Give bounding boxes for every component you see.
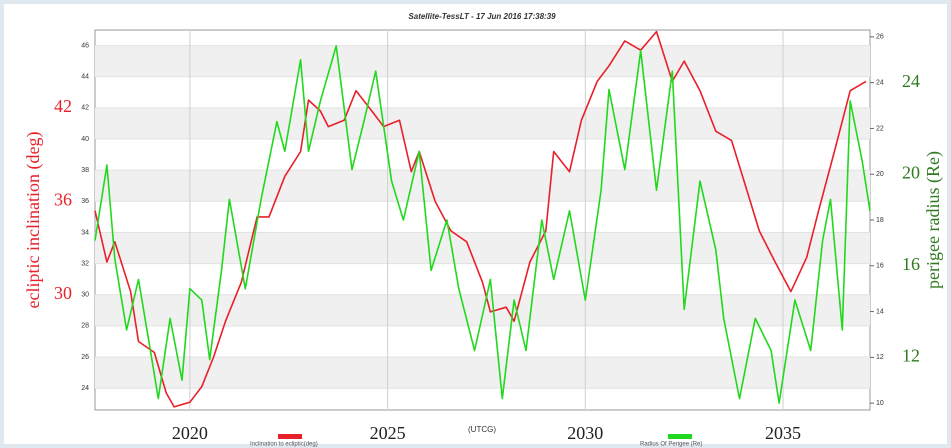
y-tick-label: 38: [81, 167, 89, 174]
y2-tick-label: 18: [876, 217, 884, 224]
legend-swatch: [668, 434, 692, 439]
grid-band: [95, 294, 870, 326]
y-axis-label: ecliptic inclination (deg): [23, 132, 44, 309]
y-big-label: 42: [54, 96, 72, 116]
x-tick-label: 2020: [172, 423, 208, 443]
y2-axis-label: perigee radius (Re): [923, 151, 944, 289]
series-line: [94, 45, 871, 404]
y-tick-label: 46: [81, 42, 89, 49]
grid-band: [95, 170, 870, 202]
y-tick-label: 28: [81, 323, 89, 330]
y-tick-label: 42: [81, 105, 89, 112]
y2-tick-label: 14: [876, 308, 884, 315]
x-tick-label: 2025: [370, 423, 406, 443]
legend-label: Radius Of Perigee (Re): [640, 442, 702, 448]
x-tick-label: 2035: [765, 423, 801, 443]
y2-big-label: 12: [902, 345, 920, 365]
grid-band: [95, 45, 870, 77]
y-tick-label: 36: [81, 198, 89, 205]
y2-tick-label: 24: [876, 79, 884, 86]
series-line: [94, 30, 867, 408]
x-axis-label: (UTCG): [468, 425, 496, 434]
grid-band: [95, 357, 870, 389]
y2-big-label: 20: [902, 162, 920, 182]
y-big-label: 30: [54, 283, 72, 303]
y2-tick-label: 20: [876, 171, 884, 178]
y-tick-label: 40: [81, 136, 89, 143]
y2-tick-label: 26: [876, 34, 884, 41]
y2-tick-label: 16: [876, 263, 884, 270]
chart-title: Satellite-TessLT - 17 Jun 2016 17:38:39: [408, 12, 556, 21]
y2-tick-label: 10: [876, 400, 884, 407]
y-big-label: 36: [54, 189, 72, 209]
legend-label: Inclination to ecliptic(deg): [250, 442, 318, 448]
y2-big-label: 24: [902, 71, 920, 91]
grid-band: [95, 107, 870, 140]
y2-tick-label: 12: [876, 354, 884, 361]
plot-area: [94, 29, 871, 411]
y-tick-label: 34: [81, 229, 89, 236]
y-tick-label: 30: [81, 292, 89, 299]
y2-big-label: 16: [902, 254, 920, 274]
y-tick-label: 32: [81, 260, 89, 267]
y2-tick-label: 22: [876, 125, 884, 132]
grid-band: [95, 232, 870, 264]
y-tick-label: 44: [81, 74, 89, 81]
x-tick-label: 2030: [567, 423, 603, 443]
y-tick-label: 26: [81, 354, 89, 361]
y-tick-label: 24: [81, 385, 89, 392]
legend-swatch: [278, 434, 302, 439]
